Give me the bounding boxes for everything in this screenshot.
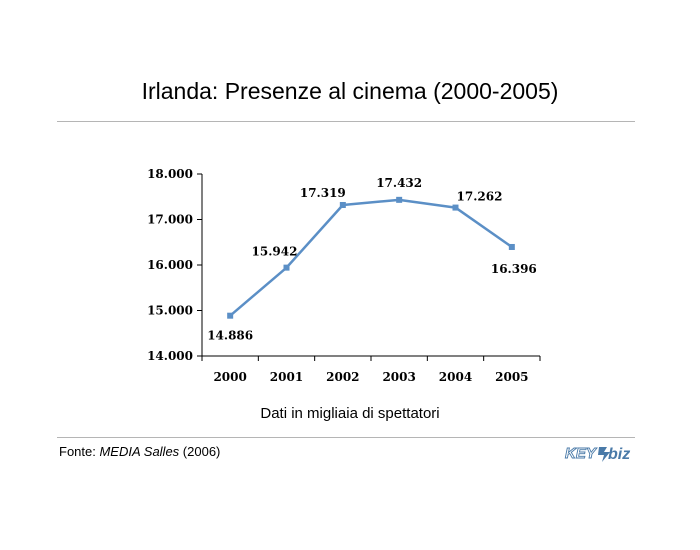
y-tick-label: 14.000 [147,349,193,363]
chart-caption: Dati in migliaia di spettatori [260,405,440,422]
data-point [396,196,403,203]
data-label: 15.942 [252,245,298,259]
data-label: 17.432 [376,176,422,190]
logo-text-biz: biz [608,446,630,463]
data-label: 14.886 [207,329,253,343]
bottom-divider [57,437,635,438]
x-tick-label: 2004 [439,370,472,384]
x-tick-label: 2005 [495,370,528,384]
top-divider [57,121,635,122]
x-tick-label: 2000 [213,370,246,384]
chart-title: Irlanda: Presenze al cinema (2000-2005) [141,78,559,104]
source-name: MEDIA Salles [99,444,180,459]
y-tick-label: 17.000 [147,213,193,227]
y-tick-label: 16.000 [147,258,193,272]
x-tick-label: 2002 [326,370,359,384]
logo-text-key: KEY [565,445,598,462]
data-label: 17.319 [300,186,346,200]
x-tick-label: 2003 [382,370,415,384]
keybiz-logo: KEY biz [565,445,631,463]
y-tick-label: 15.000 [147,304,193,318]
data-point [283,264,290,271]
data-point [452,204,459,211]
x-tick-label: 2001 [270,370,303,384]
logo-bolt-icon [598,447,610,462]
source-prefix: Fonte: [59,444,100,459]
source-suffix: (2006) [179,444,221,459]
data-label: 17.262 [457,190,503,204]
source-note: Fonte: MEDIA Salles (2006) [59,444,220,459]
data-point [508,243,515,250]
data-point [339,201,346,208]
data-label: 16.396 [491,262,537,276]
series-line [229,198,513,317]
y-tick-label: 18.000 [147,167,193,181]
data-point [227,312,234,319]
